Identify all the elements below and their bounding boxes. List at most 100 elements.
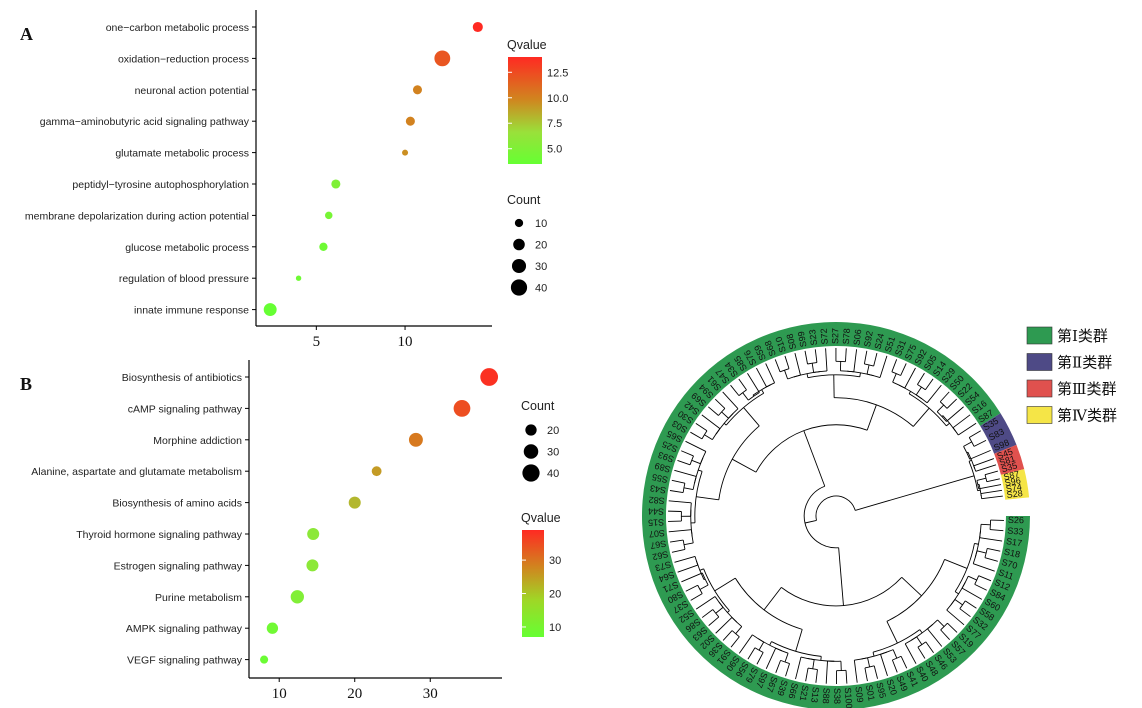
leaf-label: S72 — [819, 328, 830, 345]
branch — [961, 587, 983, 600]
group-legend-label: 第Ⅳ类群 — [1057, 407, 1117, 425]
data-point — [480, 368, 499, 386]
branch-arc — [967, 451, 976, 469]
branch — [708, 406, 719, 416]
branch — [981, 523, 991, 526]
branch — [708, 616, 720, 626]
data-point — [260, 655, 269, 664]
branch — [946, 406, 964, 422]
group-legend-swatch — [1026, 326, 1053, 345]
branch — [811, 363, 815, 373]
branch — [721, 411, 729, 419]
panel-a-x-ticks: 5 10 — [313, 326, 413, 350]
branch — [763, 587, 782, 611]
branch — [976, 550, 987, 554]
branch-arc — [731, 630, 740, 638]
colorbar-tick-label: 10.0 — [547, 93, 568, 105]
panel-b-category-labels: Biosynthesis of antibiotics cAMP signalin… — [31, 372, 249, 667]
data-point — [325, 211, 333, 220]
data-point — [295, 275, 302, 281]
branch — [765, 647, 777, 670]
branch — [769, 641, 772, 646]
category-label: glutamate metabolic process — [115, 148, 249, 160]
category-label: peptidyl−tyrosine autophosphorylation — [72, 179, 249, 191]
branch — [904, 367, 916, 389]
branch — [690, 431, 703, 440]
branch — [747, 647, 756, 660]
leaf-label: S92 — [862, 330, 875, 348]
branch — [946, 609, 965, 626]
branch — [880, 654, 888, 677]
branch — [681, 450, 694, 457]
count-legend-label: 10 — [535, 218, 547, 230]
branch — [683, 542, 694, 546]
x-tick-label: 10 — [398, 334, 413, 350]
leaf-label: S13 — [809, 686, 821, 703]
leaf-label: S81 — [998, 453, 1016, 467]
branch — [952, 414, 971, 429]
branch — [761, 389, 765, 394]
category-label: Estrogen signaling pathway — [114, 560, 243, 572]
branch — [671, 548, 686, 553]
branch — [723, 422, 727, 426]
branch — [698, 469, 703, 472]
panel-a-qvalue-ticks: 12.5 10.0 7.5 5.0 — [508, 67, 568, 156]
group-ring-4 — [1000, 469, 1030, 500]
panel-a-label: A — [20, 24, 33, 44]
leaf-label: S33 — [1007, 525, 1024, 536]
branch — [947, 622, 958, 633]
category-label: one−carbon metabolic process — [106, 22, 249, 34]
branch — [845, 348, 847, 362]
panel-b-qvalue-ticks: 30 20 10 — [522, 555, 561, 634]
branch — [879, 355, 888, 378]
branch — [987, 547, 1001, 552]
count-legend-dot — [514, 218, 524, 228]
data-point — [306, 559, 319, 572]
branch — [727, 610, 730, 613]
branch — [873, 665, 878, 679]
leaf-label: S96 — [1004, 475, 1022, 488]
panel-b-qvalue-colorbar — [522, 530, 544, 637]
branch — [795, 629, 803, 652]
branch-arc — [755, 424, 868, 473]
leaf-label: S23 — [807, 329, 819, 346]
branch — [969, 430, 981, 438]
x-tick-label: 30 — [423, 686, 438, 702]
leaf-label: S24 — [872, 332, 886, 350]
branch — [976, 477, 987, 481]
branch — [715, 607, 724, 614]
branch — [732, 458, 757, 473]
branch — [891, 359, 898, 372]
count-legend-dot — [525, 424, 537, 436]
branch — [916, 636, 923, 645]
branch — [743, 407, 760, 427]
panel-a-qvalue-colorbar — [508, 57, 542, 164]
branch — [900, 656, 908, 669]
dendrogram-leaf-labels: S26S33S17S18S70S11S12S84S60S58S32S77S19S… — [648, 328, 1024, 708]
panel-a-qvalue-legend-title: Qvalue — [507, 38, 547, 52]
leaf-label: S20 — [885, 678, 899, 696]
branch — [892, 373, 897, 383]
branch — [973, 458, 995, 467]
panel-a-points — [263, 21, 483, 317]
leaf-label: S35 — [1000, 460, 1018, 474]
branch — [699, 584, 709, 590]
count-legend-label: 20 — [535, 240, 547, 252]
leaf-label: S21 — [798, 684, 811, 702]
branch-arc — [940, 622, 948, 631]
branch — [973, 563, 995, 572]
data-point — [263, 303, 277, 317]
data-point — [290, 590, 304, 604]
branch — [946, 422, 950, 427]
panel-b-x-ticks: 10 20 30 — [272, 678, 438, 702]
leaf-label: S82 — [648, 495, 665, 506]
data-point — [319, 242, 328, 251]
branch — [742, 392, 749, 401]
leaf-label: S28 — [1006, 488, 1023, 500]
count-legend-label: 40 — [547, 468, 559, 480]
leaf-label: S74 — [1005, 482, 1022, 494]
branch-arc — [974, 530, 981, 558]
branch — [814, 349, 818, 363]
branch-arc — [689, 455, 694, 465]
leaf-label: S38 — [832, 688, 842, 704]
